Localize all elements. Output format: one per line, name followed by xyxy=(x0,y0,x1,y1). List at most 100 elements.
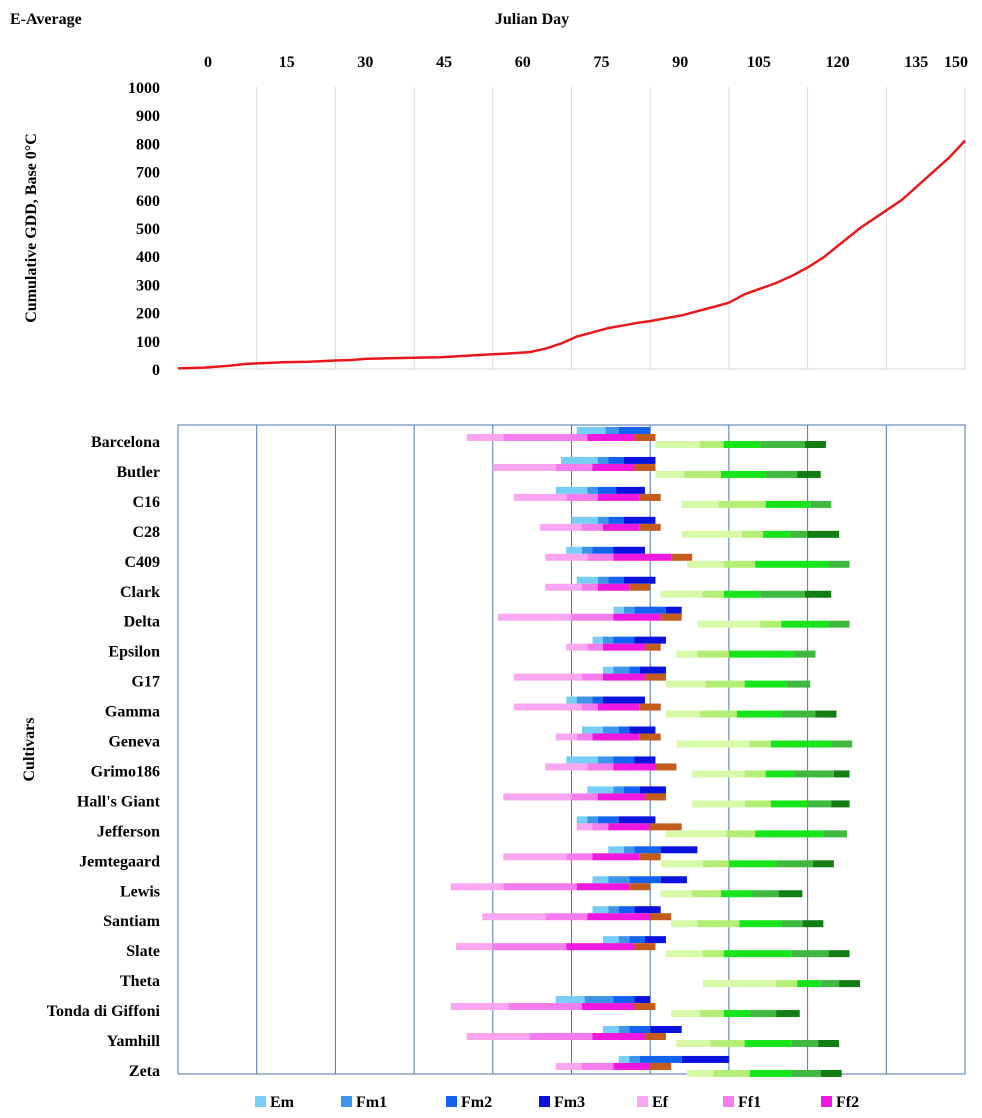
cultivar-label: Geneva xyxy=(108,734,160,751)
bar-segment-l-4 xyxy=(833,770,850,778)
bar-segment-f-0 xyxy=(545,583,582,591)
bar-segment-l-2 xyxy=(723,950,792,958)
cultivar-label: Slate xyxy=(126,943,160,960)
bar-segment-l-3 xyxy=(807,800,832,808)
bar-segment-m-3 xyxy=(660,846,698,854)
bar-segment-f-0 xyxy=(503,793,572,801)
x-tick-label: 90 xyxy=(672,54,688,71)
y-tick-label: 200 xyxy=(136,306,160,323)
bar-segment-l-2 xyxy=(797,980,821,988)
bar-segment-l-1 xyxy=(742,530,764,538)
bar-segment-m-3 xyxy=(618,816,656,824)
bar-segment-l-0 xyxy=(686,560,724,568)
bar-segment-l-3 xyxy=(791,950,829,958)
cultivar-label: Delta xyxy=(124,614,160,631)
legend-label: Ef xyxy=(652,1094,669,1111)
legend-label: Fm2 xyxy=(461,1094,492,1111)
x-tick-label: 60 xyxy=(515,54,531,71)
cultivar-label: Lewis xyxy=(120,883,160,900)
bar-segment-m-3 xyxy=(623,516,656,524)
bar-segment-f-2 xyxy=(602,643,645,651)
bar-segment-l-0 xyxy=(692,800,745,808)
bar-segment-f-1 xyxy=(576,733,593,741)
bar-segment-m-0 xyxy=(566,696,577,704)
bar-segment-l-1 xyxy=(713,1069,750,1077)
bar-segment-m-1 xyxy=(602,636,614,644)
bar-segment-l-2 xyxy=(763,530,790,538)
bar-segment-l-3 xyxy=(789,530,808,538)
bar-segment-m-0 xyxy=(555,996,585,1004)
bar-segment-l-2 xyxy=(723,590,761,598)
bar-segment-l-3 xyxy=(765,470,798,478)
bar-segment-f-0 xyxy=(503,853,567,861)
bar-segment-m-3 xyxy=(650,1026,682,1033)
bar-segment-m-2 xyxy=(639,1055,682,1063)
bar-segment-f-2 xyxy=(587,434,635,441)
bar-segment-l-4 xyxy=(818,1040,840,1047)
bar-segment-m-2 xyxy=(608,576,624,584)
bar-segment-f-3 xyxy=(634,463,656,471)
cultivar-label: Tonda di Giffoni xyxy=(47,1003,161,1020)
bar-segment-l-2 xyxy=(736,710,782,718)
bar-segment-m-1 xyxy=(576,696,593,704)
bar-segment-m-1 xyxy=(618,936,630,944)
bar-segment-l-1 xyxy=(726,830,756,838)
bar-segment-f-2 xyxy=(592,1033,645,1040)
bar-segment-m-1 xyxy=(608,876,630,884)
bar-segment-l-4 xyxy=(839,980,861,988)
cultivar-label: Theta xyxy=(120,973,160,990)
bar-segment-m-0 xyxy=(576,427,606,434)
bar-segment-l-1 xyxy=(702,860,729,868)
bar-segment-m-3 xyxy=(665,606,682,614)
bar-segment-m-1 xyxy=(608,906,619,914)
bar-segment-f-2 xyxy=(613,763,656,771)
bar-segment-l-0 xyxy=(660,590,703,598)
bar-segment-l-0 xyxy=(702,980,777,988)
bar-segment-l-2 xyxy=(723,1010,750,1018)
site-title: E-Average xyxy=(10,11,82,28)
bar-segment-l-1 xyxy=(744,770,766,778)
bar-segment-m-2 xyxy=(613,996,635,1004)
bar-segment-m-1 xyxy=(584,996,614,1004)
bar-segment-m-2 xyxy=(623,786,640,794)
legend-label: Em xyxy=(270,1094,295,1111)
bar-segment-l-4 xyxy=(828,950,850,958)
bar-segment-l-2 xyxy=(721,470,766,478)
y-tick-label: 300 xyxy=(136,277,160,294)
bar-segment-m-2 xyxy=(629,666,640,674)
bar-segment-m-0 xyxy=(566,546,582,554)
bar-segment-m-2 xyxy=(618,906,635,914)
bar-segment-f-1 xyxy=(555,463,593,471)
gdd-series-line xyxy=(177,139,966,370)
x-tick-label: 120 xyxy=(826,54,850,71)
bar-segment-l-4 xyxy=(804,441,826,448)
bar-segment-l-0 xyxy=(676,650,698,658)
bar-segment-m-2 xyxy=(592,696,603,704)
bar-segment-l-0 xyxy=(660,860,703,868)
bar-segment-f-0 xyxy=(513,703,582,711)
bar-segment-f-1 xyxy=(581,1062,614,1070)
bar-segment-m-0 xyxy=(587,786,614,794)
bar-segment-l-0 xyxy=(681,500,719,508)
cultivar-phenology-chart: Cultivars Barcelona Butler C16 C28 C409 Clark D… xyxy=(21,424,966,1080)
bar-segment-m-1 xyxy=(613,666,630,674)
bar-segment-l-4 xyxy=(776,1010,800,1018)
bar-segment-m-1 xyxy=(587,486,598,494)
bar-segment-f-1 xyxy=(508,1003,582,1011)
legend-swatch xyxy=(341,1096,352,1107)
bar-segment-l-1 xyxy=(684,470,722,478)
bar-segment-l-1 xyxy=(700,441,724,448)
bar-segment-f-1 xyxy=(581,583,598,591)
bar-segment-l-3 xyxy=(760,590,805,598)
bar-segment-f-2 xyxy=(602,523,640,531)
bar-segment-f-3 xyxy=(650,913,672,921)
legend-label: Fm1 xyxy=(356,1094,387,1111)
cultivar-label: C28 xyxy=(132,524,160,541)
bar-segment-l-2 xyxy=(765,770,795,778)
bar-segment-f-2 xyxy=(613,613,661,621)
bar-segment-f-3 xyxy=(634,1003,656,1011)
bar-segment-m-2 xyxy=(634,606,666,614)
bar-segment-m-2 xyxy=(613,756,635,764)
bar-segment-m-3 xyxy=(623,456,656,464)
bar-segment-m-3 xyxy=(634,636,666,644)
